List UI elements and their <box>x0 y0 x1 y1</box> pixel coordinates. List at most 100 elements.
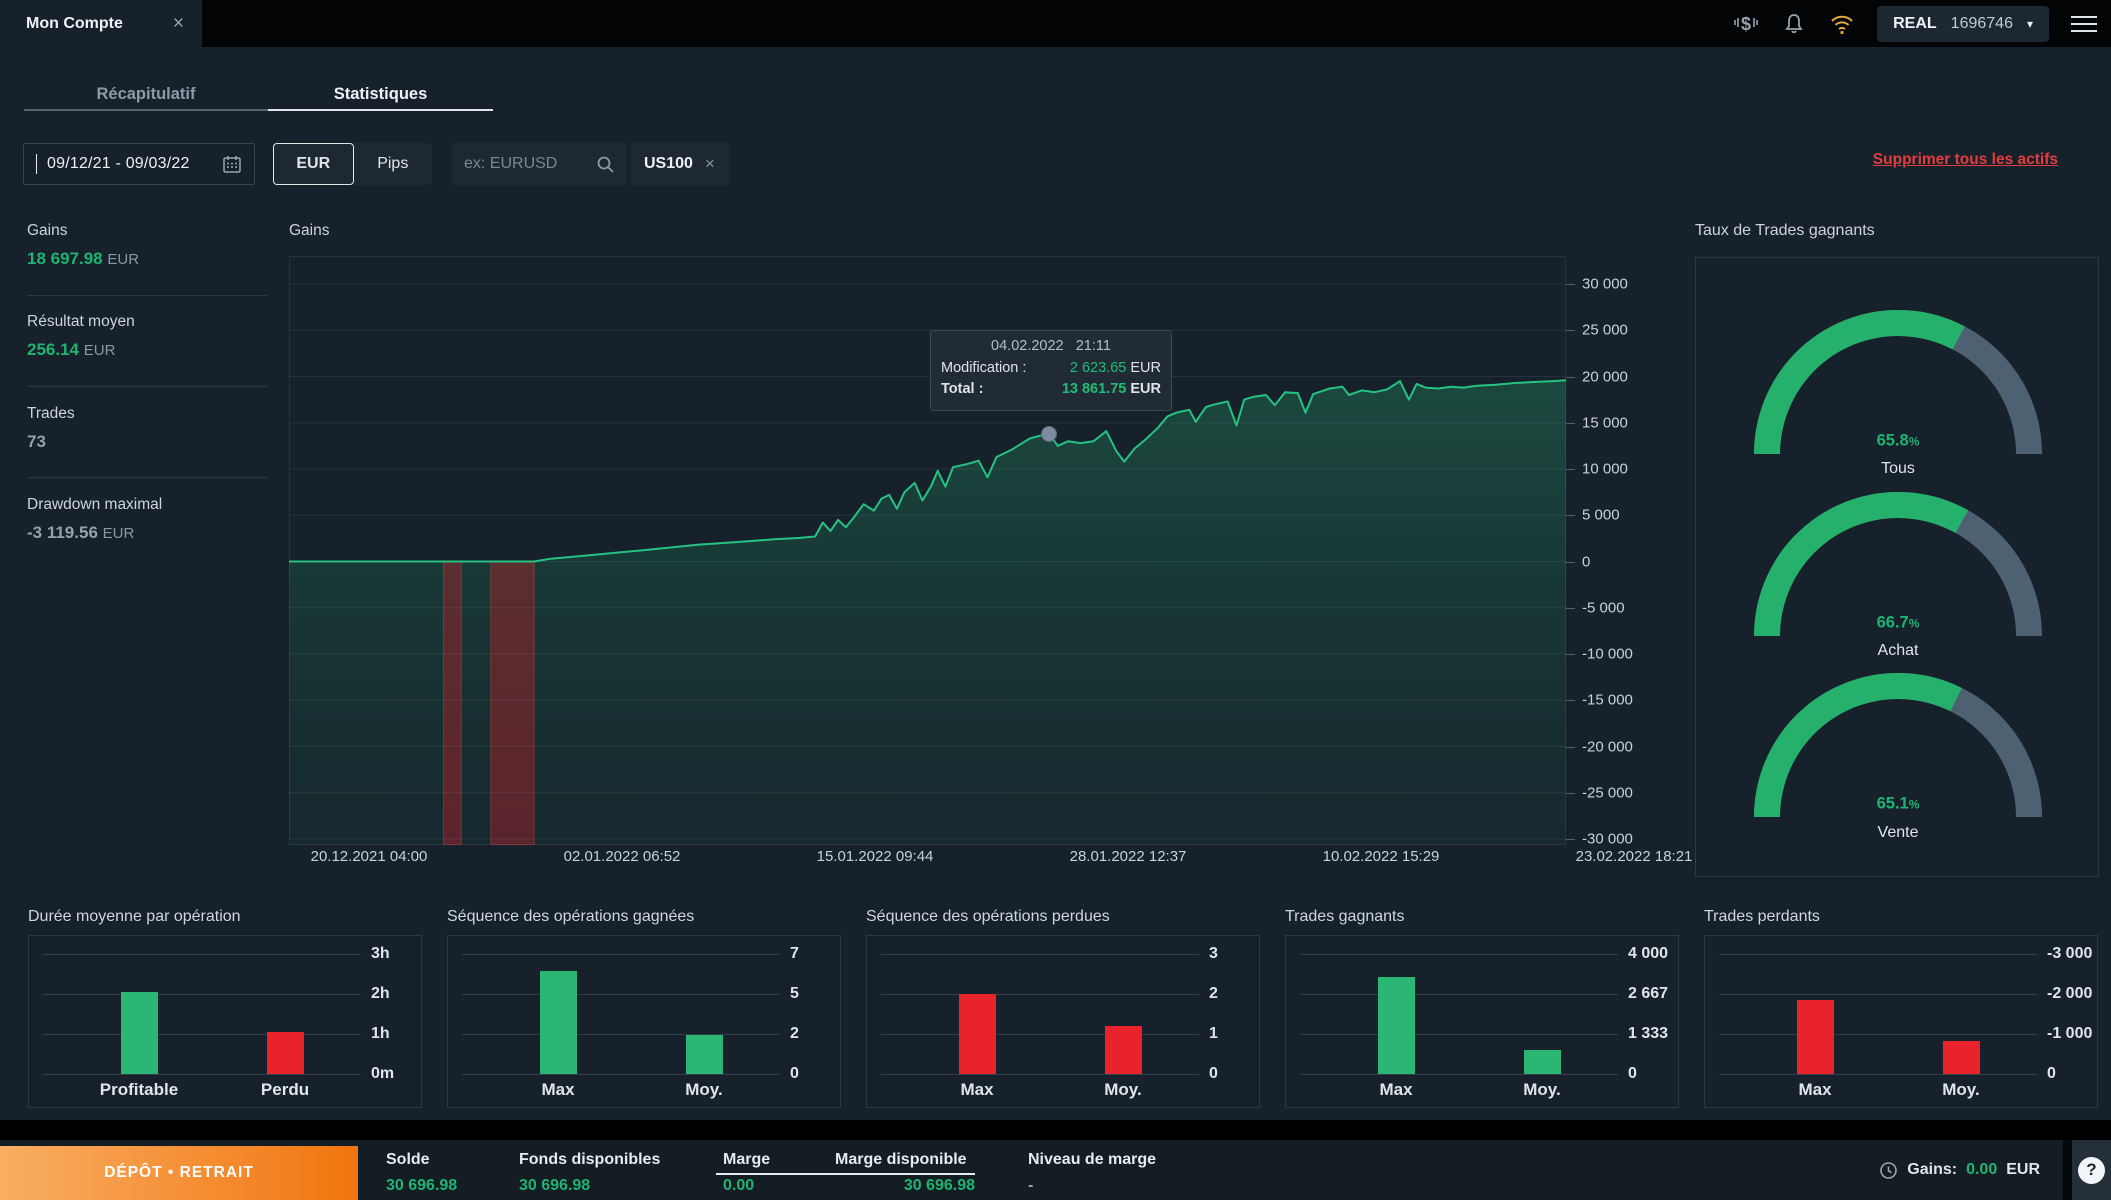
gauge-value: 66.7% <box>1876 613 1920 632</box>
y-tick-label: 2h <box>371 985 390 1002</box>
tab-recapitulatif[interactable]: Récapitulatif <box>24 80 268 111</box>
gridline <box>43 994 361 995</box>
gridline <box>1300 1034 1618 1035</box>
footer-col-solde: Solde 30 696.98 <box>386 1151 458 1194</box>
unit-option-eur[interactable]: EUR <box>273 143 354 185</box>
tab-label: Récapitulatif <box>96 85 196 103</box>
y-tick-label: 0 <box>1628 1065 1637 1082</box>
instrument-search-input[interactable]: ex: EURUSD <box>452 143 627 185</box>
y-tick-label: -1 000 <box>2047 1025 2093 1042</box>
y-tick-mark <box>1566 515 1575 517</box>
tab-label: Statistiques <box>333 85 428 103</box>
mini-chart-title: Séquence des opérations perdues <box>866 908 1110 925</box>
winning-streak-chart: 7 5 2 0 Max Moy. <box>447 935 841 1108</box>
y-tick-mark <box>1566 422 1575 424</box>
account-selector[interactable]: REAL 1696746 ▾ <box>1877 5 2049 42</box>
stat-value: 73 <box>27 432 46 451</box>
divider <box>27 477 268 478</box>
stat-value: 18 697.98 EUR <box>27 249 140 268</box>
asset-chip-us100[interactable]: US100 × <box>630 143 729 185</box>
main-menu-icon[interactable] <box>2071 15 2097 32</box>
bar <box>1797 1000 1834 1074</box>
account-number: 1696746 <box>1950 14 2013 32</box>
stat-value: 256.14 EUR <box>27 340 116 359</box>
gridline <box>881 1034 1199 1035</box>
y-tick-mark <box>1566 654 1575 655</box>
help-panel: ? <box>2072 1140 2111 1200</box>
y-tick-label: -20 000 <box>1582 738 1633 755</box>
stat-label: Trades <box>27 405 75 422</box>
y-tick-label: 1h <box>371 1025 390 1042</box>
stat-label: Résultat moyen <box>27 313 135 330</box>
bar <box>1943 1041 1980 1074</box>
gauge-label: Tous <box>1881 460 1915 477</box>
gains-area-chart[interactable] <box>289 256 1567 846</box>
calendar-icon[interactable] <box>222 154 242 174</box>
gridline <box>881 1074 1199 1075</box>
gridline <box>462 994 780 995</box>
y-tick-label: 1 <box>1209 1025 1218 1042</box>
tab-statistiques[interactable]: Statistiques <box>268 80 493 111</box>
y-tick-label: 3h <box>371 945 390 962</box>
gridline <box>1719 1074 2037 1075</box>
category-label: Moy. <box>1104 1080 1142 1099</box>
gauges-panel-title: Taux de Trades gagnants <box>1695 222 1875 239</box>
y-tick-mark <box>1566 469 1575 470</box>
y-tick-mark <box>1566 561 1575 563</box>
date-range-value: 09/12/21 - 09/03/22 <box>47 155 190 172</box>
category-label: Profitable <box>99 1080 179 1099</box>
gauge-value: 65.1% <box>1876 794 1920 813</box>
help-button[interactable]: ? <box>2078 1156 2105 1184</box>
x-tick-label: 02.01.2022 06:52 <box>563 848 681 865</box>
stat-value: -3 119.56 EUR <box>27 523 135 542</box>
y-tick-label: 10 000 <box>1582 460 1628 478</box>
tab-mon-compte[interactable]: Mon Compte × <box>0 0 202 47</box>
footer-col-fonds: Fonds disponibles 30 696.98 <box>519 1151 661 1194</box>
gridline <box>43 1034 361 1035</box>
notifications-bell-icon[interactable] <box>1781 11 1807 37</box>
x-tick-label: 15.01.2022 09:44 <box>816 848 934 865</box>
connection-wifi-icon[interactable] <box>1829 11 1855 37</box>
footer-col-niveau-marge: Niveau de marge - <box>1028 1151 1157 1194</box>
y-tick-label: 0 <box>1209 1065 1218 1082</box>
search-placeholder: ex: EURUSD <box>464 155 558 172</box>
currency-dollar-icon[interactable]: $ <box>1733 11 1759 37</box>
y-tick-label: 5 <box>790 985 799 1002</box>
y-tick-label: 1 333 <box>1628 1025 1669 1042</box>
mini-chart-title: Trades gagnants <box>1285 908 1405 925</box>
y-tick-label: -10 000 <box>1582 645 1633 663</box>
y-tick-mark <box>1566 330 1575 332</box>
stat-label: Gains <box>27 222 68 239</box>
text-cursor <box>36 154 37 174</box>
avg-duration-chart: 3h 2h 1h 0m Profitable Perdu <box>28 935 422 1108</box>
svg-text:$: $ <box>1741 14 1751 34</box>
gridline <box>881 954 1199 955</box>
unit-toggle: EUR Pips <box>273 143 432 185</box>
footer-col-marge-disponible: Marge disponible 30 696.98 <box>835 1151 975 1194</box>
y-tick-label: 2 667 <box>1628 985 1669 1002</box>
clear-all-assets-link[interactable]: Supprimer tous les actifs <box>1872 151 2058 168</box>
deposit-withdraw-button[interactable]: DÉPÔT • RETRAIT <box>0 1146 358 1200</box>
date-range-input[interactable]: 09/12/21 - 09/03/22 <box>23 143 255 185</box>
unit-option-pips[interactable]: Pips <box>377 155 409 172</box>
stat-label: Drawdown maximal <box>27 496 163 513</box>
gridline <box>1300 954 1618 955</box>
bar <box>686 1034 723 1074</box>
y-tick-label: 0 <box>2047 1065 2056 1082</box>
losing-streak-chart: 3 2 1 0 Max Moy. <box>866 935 1260 1108</box>
tab-title: Mon Compte <box>26 14 123 32</box>
y-tick-label: 4 000 <box>1628 945 1669 962</box>
x-tick-label: 23.02.2022 18:21 <box>1575 848 1693 865</box>
gauge-vente <box>1753 673 2043 819</box>
clock-icon <box>1880 1161 1898 1179</box>
chevron-down-icon: ▾ <box>2026 16 2033 31</box>
y-tick-mark <box>1566 839 1575 840</box>
footer-gains: Gains: 0.00 EUR <box>1879 1140 2040 1200</box>
marge-underline <box>716 1173 975 1175</box>
close-tab-icon[interactable]: × <box>172 13 184 34</box>
y-tick-mark <box>1566 607 1575 609</box>
winning-trades-chart: 4 000 2 667 1 333 0 Max Moy. <box>1285 935 1679 1108</box>
search-icon[interactable] <box>596 155 615 174</box>
remove-chip-icon[interactable]: × <box>704 154 715 173</box>
y-tick-label: 15 000 <box>1582 414 1628 432</box>
